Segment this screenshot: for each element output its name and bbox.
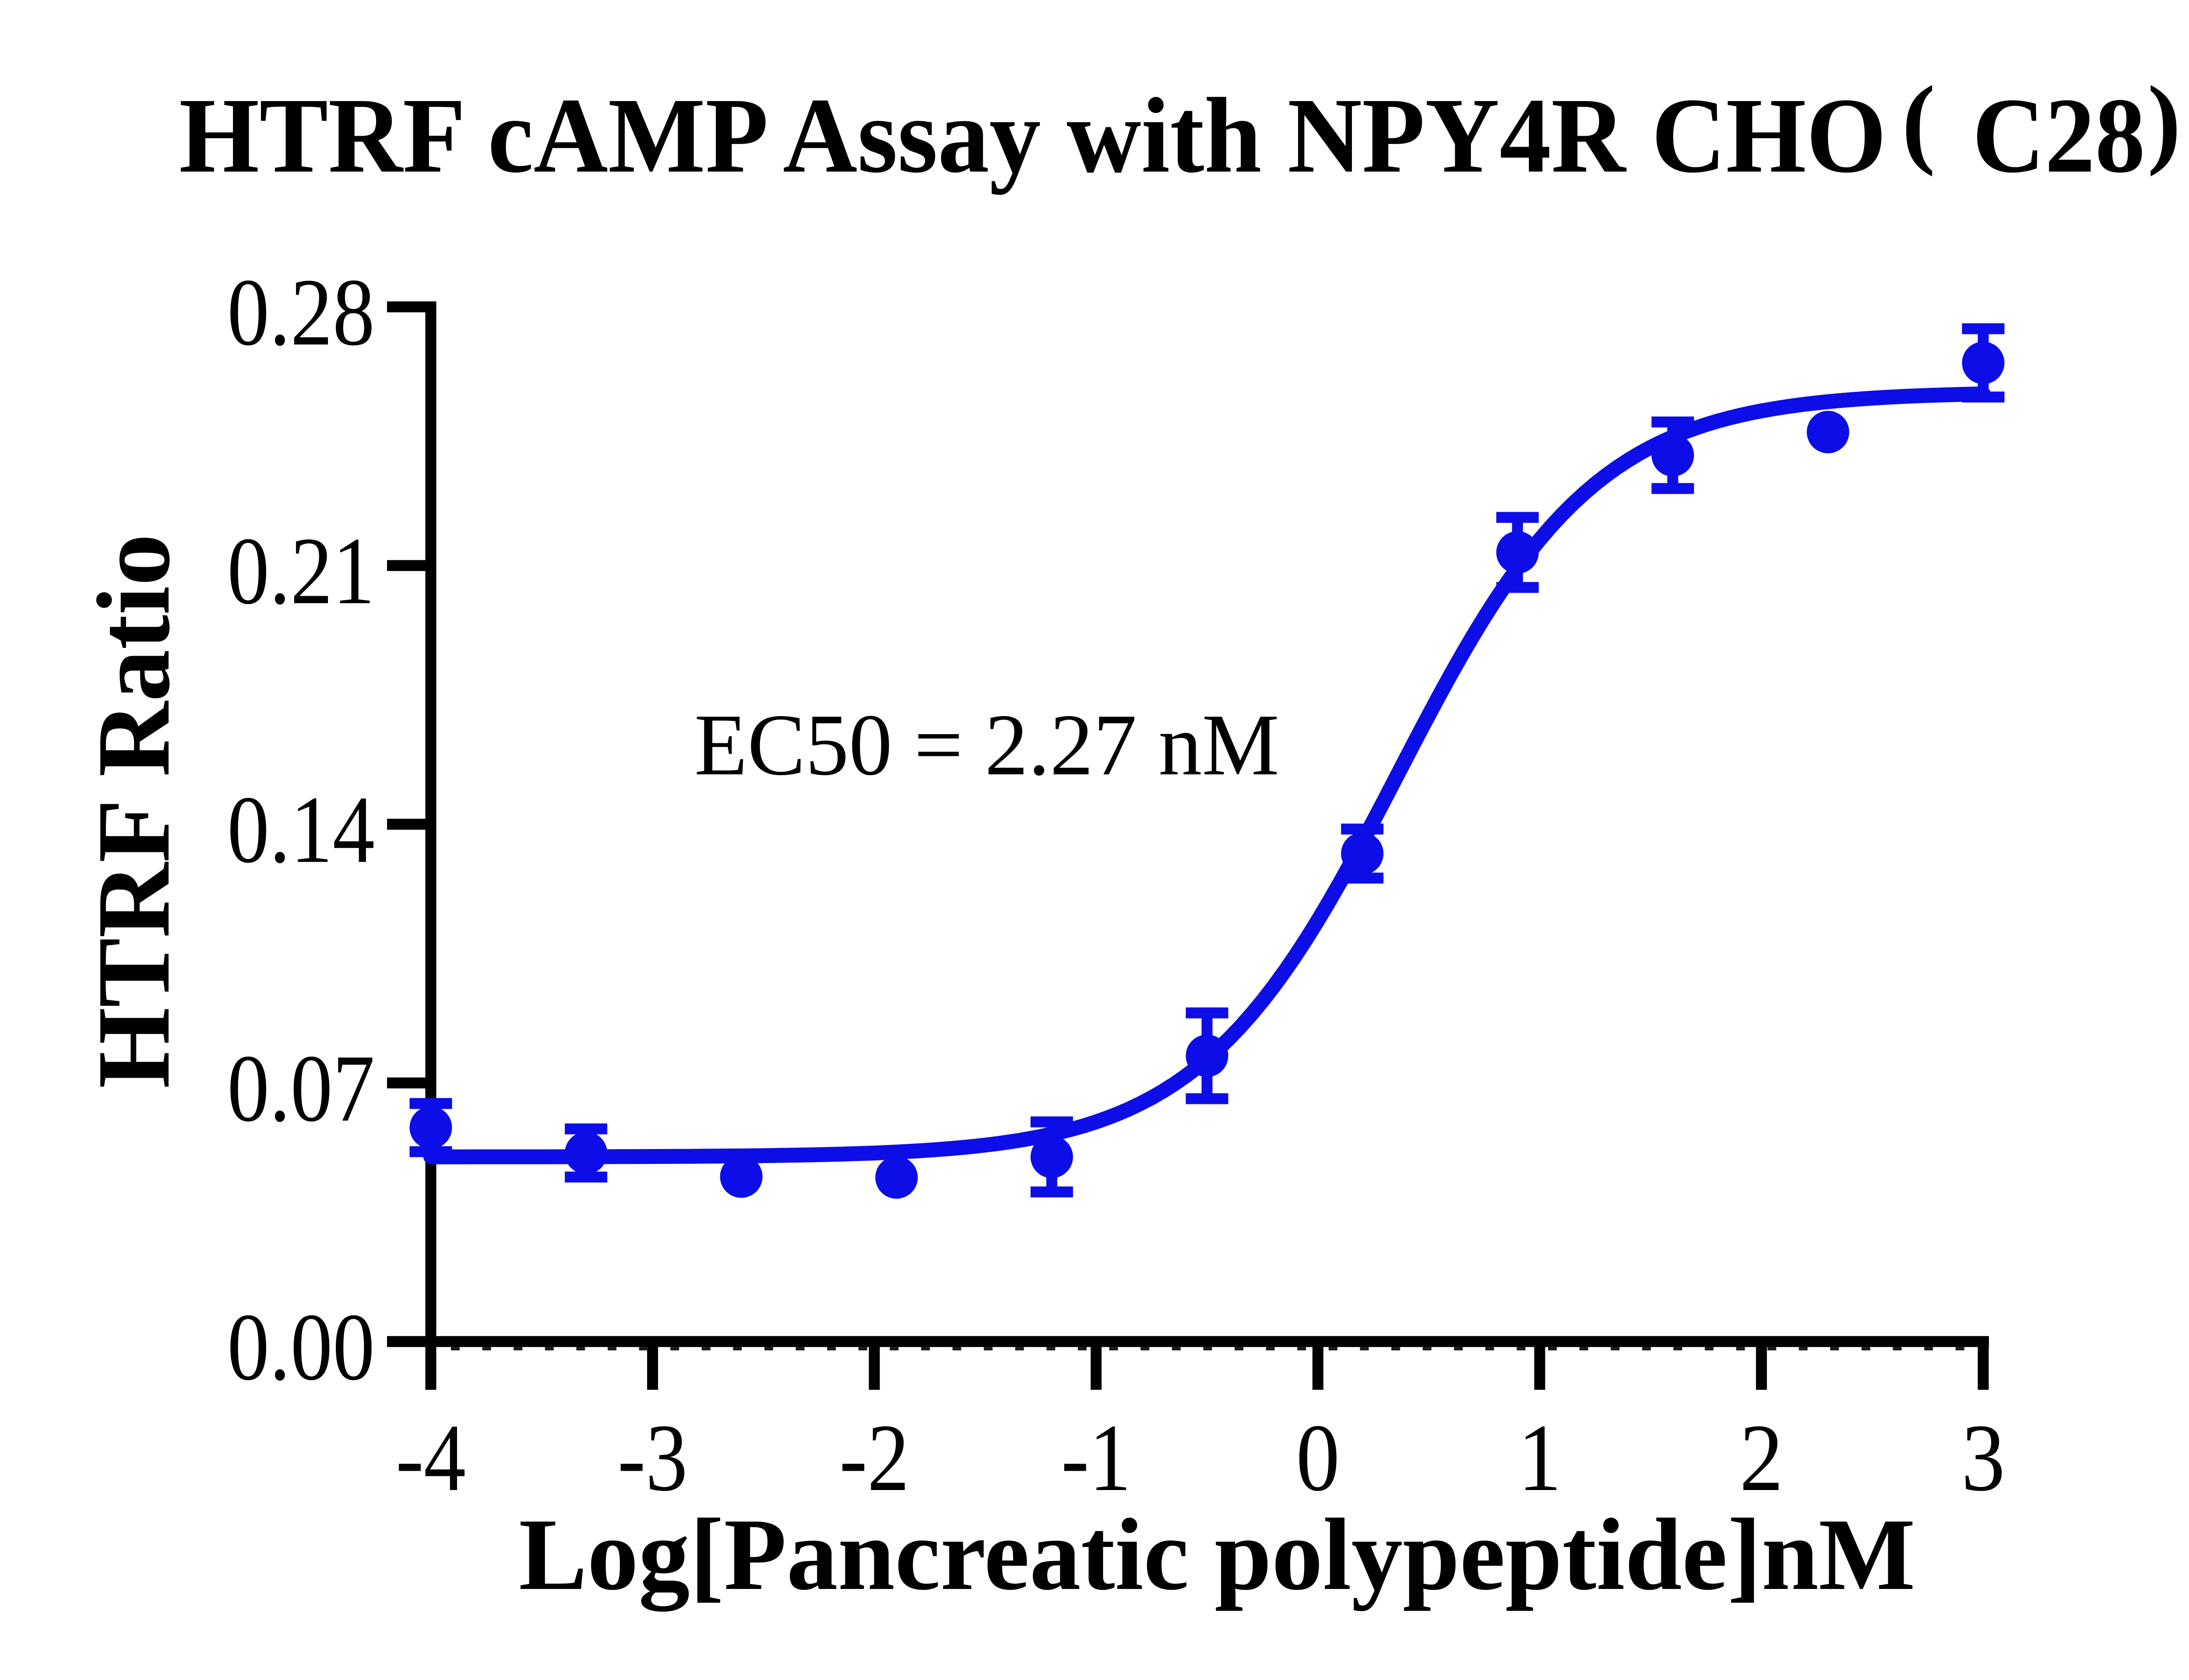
svg-text:0.28: 0.28 <box>227 259 375 366</box>
svg-text:-2: -2 <box>839 1404 909 1511</box>
svg-text:2: 2 <box>1739 1404 1783 1511</box>
svg-text:0.07: 0.07 <box>227 1035 375 1142</box>
svg-text:C28: C28 <box>1972 76 2145 195</box>
svg-text:1: 1 <box>1518 1404 1562 1511</box>
svg-text:EC50 = 2.27 nM: EC50 = 2.27 nM <box>694 696 1279 794</box>
svg-text:-1: -1 <box>1061 1404 1131 1511</box>
svg-text:): ) <box>2147 65 2181 177</box>
svg-text:0.00: 0.00 <box>227 1293 375 1400</box>
svg-text:Log[Pancreatic polypeptide]nM: Log[Pancreatic polypeptide]nM <box>519 1497 1915 1612</box>
svg-text:-3: -3 <box>618 1404 688 1511</box>
svg-text:-4: -4 <box>396 1404 466 1511</box>
svg-text:HTRF cAMP Assay with NPY4R CHO: HTRF cAMP Assay with NPY4R CHO <box>179 76 1886 195</box>
svg-text:HTRF Ratio: HTRF Ratio <box>76 534 191 1088</box>
svg-text:0.14: 0.14 <box>227 776 375 883</box>
svg-text:(: ( <box>1902 65 1936 177</box>
svg-text:0.21: 0.21 <box>227 517 375 624</box>
svg-text:3: 3 <box>1961 1404 2005 1511</box>
svg-text:0: 0 <box>1296 1404 1340 1511</box>
